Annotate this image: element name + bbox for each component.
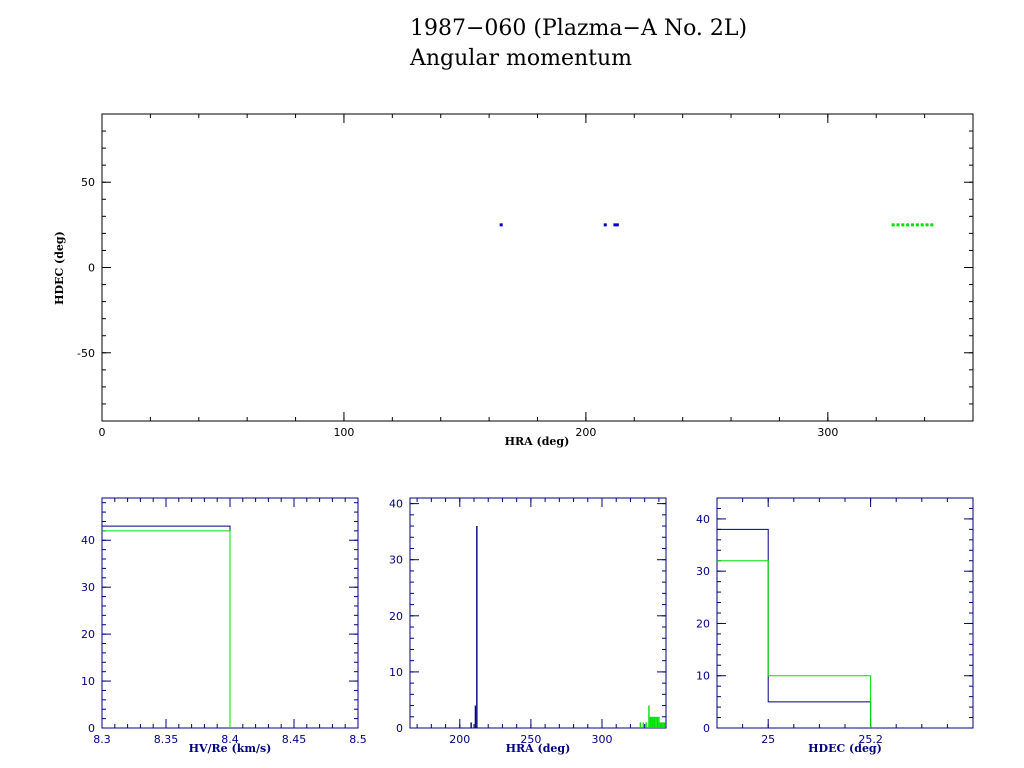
scatter-point — [915, 223, 919, 227]
scatter-point — [499, 223, 503, 227]
main-minor-ticks — [101, 113, 974, 422]
main-points — [499, 223, 934, 227]
hist-hdec-ytick-label: 20 — [696, 617, 710, 630]
hist-hra-xtick-labels: 200 250 300 — [449, 733, 612, 746]
scatter-point — [906, 223, 910, 227]
hist-hv-ytick-label: 0 — [88, 722, 95, 735]
scatter-point — [615, 223, 619, 227]
scatter-point — [925, 223, 929, 227]
hist-hra-ytick-label: 40 — [389, 498, 403, 511]
hist-hdec-bars — [717, 528, 872, 728]
hist-hv-bars — [102, 525, 231, 728]
hist-hra-ytick-label: 20 — [389, 610, 403, 623]
scatter-point — [613, 223, 617, 227]
hist-hra-xtick-label: 300 — [592, 733, 613, 746]
hist-hv-ytick-label: 30 — [81, 581, 95, 594]
main-ytick-label: 50 — [81, 176, 95, 189]
hist-hdec-ytick-label: 10 — [696, 670, 710, 683]
hist-hv-ytick-labels: 0 10 20 30 40 — [81, 534, 95, 735]
hist-hv-xtick-label: 8.4 — [221, 733, 239, 746]
scatter-point — [930, 223, 934, 227]
hist-hv-xtick-label: 8.5 — [349, 733, 367, 746]
main-xtick-label: 100 — [333, 426, 354, 439]
hist-hdec-bar — [717, 560, 872, 728]
hist-hdec-major-ticks — [717, 498, 973, 729]
hist-hv-ytick-label: 20 — [81, 628, 95, 641]
hist-hdec-minor-ticks — [716, 497, 974, 729]
hist-hv-bar — [102, 525, 231, 728]
hist-hdec-xtick-label: 25 — [761, 733, 775, 746]
hist-hv-xtick-label: 8.35 — [154, 733, 179, 746]
hist-hv-xtick-labels: 8.3 8.35 8.4 8.45 8.5 — [93, 733, 367, 746]
hist-hdec-xtick-label: 25.2 — [858, 733, 883, 746]
main-x-axis-title: HRA (deg) — [505, 435, 570, 448]
hist-hra-x-axis-title: HRA (deg) — [506, 742, 571, 755]
title-block: 1987−060 (Plazma−A No. 2L) Angular momen… — [410, 14, 747, 74]
hist-hv-x-axis-title: HV/Re (km/s) — [189, 742, 272, 755]
hist-hv-panel: 8.3 8.35 8.4 8.45 8.5 0 10 20 30 40 HV/Re (km/s) — [81, 497, 367, 755]
scatter-point — [891, 223, 895, 227]
plot-subtitle: Angular momentum — [410, 46, 632, 71]
plot-title: 1987−060 (Plazma−A No. 2L) — [410, 16, 748, 41]
scatter-point — [603, 223, 607, 227]
scatter-point — [901, 223, 905, 227]
scatter-point — [911, 223, 915, 227]
main-xtick-label: 0 — [99, 426, 106, 439]
hist-hv-bar — [102, 530, 231, 728]
hist-hdec-ytick-labels: 0 10 20 30 40 — [696, 513, 710, 735]
main-ytick-labels: 50 0 -50 — [77, 176, 95, 360]
hist-hdec-ytick-label: 0 — [703, 722, 710, 735]
scatter-point — [896, 223, 900, 227]
hist-hra-xtick-label: 250 — [520, 733, 541, 746]
main-xtick-labels: 0 100 200 300 — [99, 426, 839, 439]
scatter-point — [920, 223, 924, 227]
hist-hdec-panel: 25 25.2 0 10 20 30 40 HDEC (deg) — [696, 497, 974, 755]
hist-hra-ytick-label: 0 — [396, 722, 403, 735]
hist-hra-panel: 200 250 300 0 10 20 30 40 HRA (deg) — [389, 497, 667, 755]
hist-hdec-ytick-label: 40 — [696, 513, 710, 526]
main-ytick-label: 0 — [88, 262, 95, 275]
main-xtick-label: 200 — [575, 426, 596, 439]
hist-hv-major-ticks — [101, 498, 359, 729]
hist-hra-minor-ticks — [410, 498, 666, 729]
hist-hra-ytick-label: 30 — [389, 554, 403, 567]
hist-hra-major-ticks — [410, 498, 666, 729]
hist-hdec-bar — [717, 528, 872, 728]
main-scatter-panel: 0 100 200 300 50 0 -50 HRA (deg) HDEC (deg) — [53, 113, 974, 448]
hist-hv-ytick-label: 40 — [81, 534, 95, 547]
main-major-ticks — [101, 114, 973, 421]
hist-hv-ytick-label: 10 — [81, 675, 95, 688]
hist-hra-ytick-labels: 0 10 20 30 40 — [389, 498, 403, 735]
hist-hra-xtick-label: 200 — [449, 733, 470, 746]
hist-hdec-x-axis-title: HDEC (deg) — [808, 742, 882, 755]
hist-hv-xtick-label: 8.45 — [282, 733, 307, 746]
hist-hra-ytick-label: 10 — [389, 666, 403, 679]
hist-hra-frame — [409, 497, 667, 729]
main-ytick-label: -50 — [77, 347, 95, 360]
hist-hv-xtick-label: 8.3 — [93, 733, 111, 746]
main-y-axis-title: HDEC (deg) — [53, 231, 66, 305]
hist-hra-bars — [470, 526, 666, 728]
hist-hdec-ytick-label: 30 — [696, 565, 710, 578]
hist-hdec-xtick-labels: 25 25.2 — [761, 733, 883, 746]
main-plot-frame — [101, 113, 974, 422]
hist-hdec-frame — [716, 497, 974, 729]
main-xtick-label: 300 — [817, 426, 838, 439]
